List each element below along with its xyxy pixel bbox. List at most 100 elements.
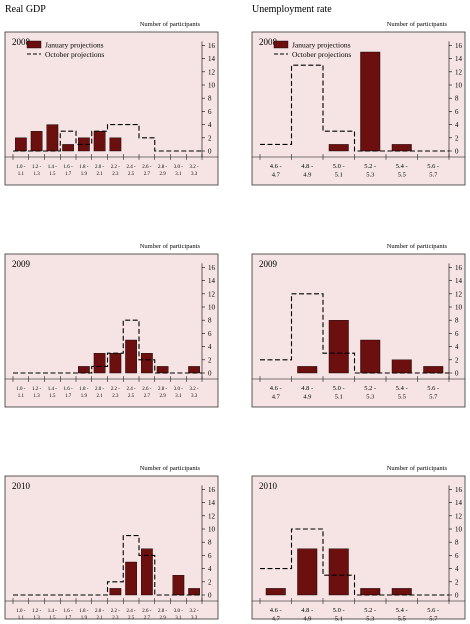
y-tick-label: 2	[455, 356, 459, 364]
x-tick-label: 5.4 -	[396, 607, 408, 614]
y-tick-label: 12	[208, 512, 216, 520]
x-tick-label: 5.6 -	[427, 163, 439, 170]
x-tick-label: 4.9	[303, 394, 311, 401]
x-tick-label: 1.2 -	[32, 387, 42, 392]
panel-background	[4, 31, 219, 186]
x-tick-label: 2.8 -	[158, 609, 168, 614]
x-tick-label: 5.2 -	[364, 163, 376, 170]
y-tick-label: 16	[208, 264, 216, 272]
y-tick-label: 12	[455, 512, 463, 520]
y-tick-label: 6	[208, 108, 212, 116]
x-tick-label: 2.4 -	[127, 165, 137, 170]
y-tick-label: 8	[208, 539, 212, 547]
bar-january	[30, 130, 43, 152]
x-tick-label: 2.1	[97, 394, 104, 399]
y-tick-label: 10	[208, 82, 216, 90]
x-tick-label: 2.6 -	[142, 609, 152, 614]
y-tick-label: 10	[455, 304, 463, 312]
unemployment-title: Unemployment rate	[252, 4, 332, 15]
october-projections-line	[13, 319, 202, 374]
x-tick-label: 2.1	[97, 616, 104, 621]
x-tick-label: 2.0 -	[95, 609, 105, 614]
x-tick-label: 1.8 -	[79, 387, 89, 392]
x-tick-label: 3.2 -	[190, 609, 200, 614]
bar-january	[109, 137, 122, 152]
y-tick-label: 16	[455, 42, 463, 50]
x-tick-label: 2.9	[160, 172, 167, 177]
bar-january	[46, 124, 59, 152]
legend-bar-swatch	[273, 40, 289, 49]
year-label: 2008	[259, 37, 278, 47]
october-projections-line	[260, 64, 449, 152]
y-tick-label: 4	[208, 121, 212, 129]
x-tick-label: 1.5	[49, 394, 56, 399]
bar-january	[328, 144, 349, 152]
x-tick-label: 1.7	[65, 394, 72, 399]
year-label: 2009	[259, 259, 278, 269]
year-label: 2009	[12, 259, 31, 269]
real-gdp-title: Real GDP	[5, 4, 46, 15]
bar-january	[423, 366, 444, 374]
x-tick-label: 5.2 -	[364, 385, 376, 392]
bar-january	[391, 144, 412, 152]
x-tick-label: 3.1	[175, 172, 182, 177]
bar-january	[188, 588, 200, 596]
x-tick-label: 2.5	[128, 616, 135, 621]
legend-october-label: October projections	[292, 50, 351, 59]
x-tick-label: 1.8 -	[79, 609, 89, 614]
x-tick-label: 3.3	[191, 616, 198, 621]
y-tick-label: 4	[208, 343, 212, 351]
x-tick-label: 1.1	[18, 394, 25, 399]
legend-october-label: October projections	[45, 50, 104, 59]
x-tick-label: 5.3	[366, 394, 374, 401]
y-tick-label: 8	[455, 95, 459, 103]
y-tick-label: 8	[455, 539, 459, 547]
y-tick-label: 16	[455, 264, 463, 272]
bar-january	[391, 359, 412, 374]
panel-background	[4, 475, 219, 620]
x-tick-label: 2.5	[128, 172, 135, 177]
x-tick-label: 1.9	[81, 172, 88, 177]
y-tick-label: 6	[455, 552, 459, 560]
legend-bar-swatch	[26, 40, 42, 49]
bar-january	[15, 137, 27, 152]
chart-panel-3: Number of participants 2009 0 2 4 6 8 10 12 14 16 1…	[4, 243, 219, 408]
october-projections-line	[13, 535, 202, 596]
x-tick-label: 2.1	[97, 172, 104, 177]
year-label: 2008	[12, 37, 31, 47]
bar-january	[265, 588, 286, 596]
y-tick-label: 16	[208, 42, 216, 50]
x-tick-label: 1.6 -	[64, 609, 74, 614]
chart-panel-4: Number of participants 2009 0 2 4 6 8 10 12 14 16 4…	[251, 243, 466, 408]
october-projections-line	[13, 124, 202, 152]
x-tick-label: 3.0 -	[174, 165, 184, 170]
x-tick-label: 1.4 -	[48, 165, 58, 170]
y-tick-label: 10	[455, 526, 463, 534]
y-tick-label: 14	[455, 499, 463, 507]
bar-january	[93, 130, 106, 152]
x-tick-label: 2.2 -	[111, 387, 121, 392]
x-tick-label: 5.7	[429, 172, 438, 179]
y-tick-label: 0	[208, 148, 212, 156]
bar-january	[109, 588, 122, 596]
x-tick-label: 5.1	[335, 616, 343, 623]
bar-january	[360, 51, 381, 152]
x-tick-label: 1.1	[18, 172, 25, 177]
y-tick-label: 10	[208, 304, 216, 312]
y-tick-label: 8	[208, 95, 212, 103]
x-tick-label: 3.2 -	[190, 387, 200, 392]
y-axis-label: Number of participants	[140, 465, 201, 472]
x-tick-label: 4.6 -	[270, 607, 282, 614]
x-tick-label: 4.7	[272, 172, 281, 179]
x-tick-label: 2.7	[144, 616, 151, 621]
x-tick-label: 4.7	[272, 616, 281, 623]
y-axis-label: Number of participants	[387, 21, 448, 28]
bar-january	[125, 561, 137, 596]
x-tick-label: 5.0 -	[333, 163, 345, 170]
bar-january	[78, 366, 90, 374]
y-tick-label: 10	[208, 526, 216, 534]
x-tick-label: 1.2 -	[32, 609, 42, 614]
y-tick-label: 14	[208, 499, 216, 507]
x-tick-label: 2.6 -	[142, 387, 152, 392]
